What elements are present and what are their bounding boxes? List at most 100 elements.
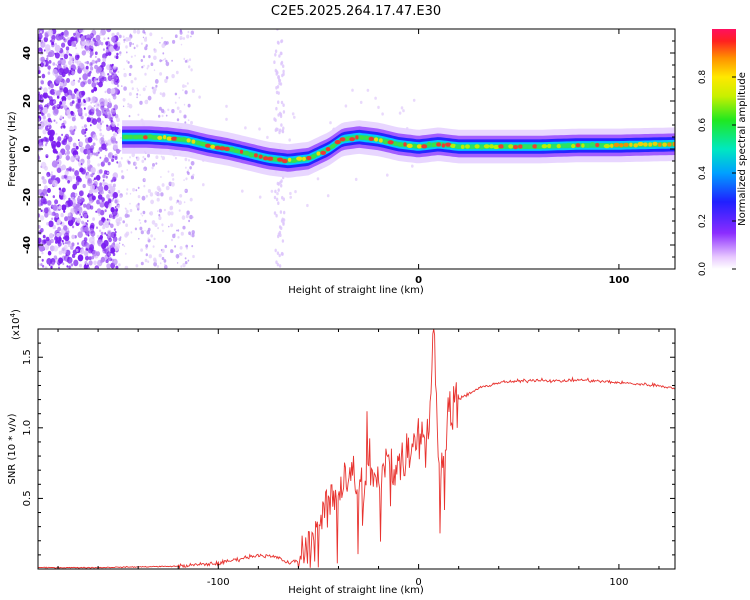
noise-speckle: [177, 236, 180, 239]
noise-speckle: [102, 134, 105, 138]
noise-speckle: [386, 173, 389, 177]
noise-speckle: [104, 245, 106, 248]
noise-speckle: [42, 234, 46, 239]
noise-speckle: [96, 208, 102, 214]
noise-speckle: [62, 262, 65, 266]
noise-speckle: [40, 202, 44, 206]
noise-speckle: [171, 74, 175, 79]
noise-speckle: [67, 94, 72, 101]
noise-speckle: [40, 41, 46, 48]
noise-speckle: [109, 46, 115, 53]
noise-speckle: [53, 119, 56, 122]
noise-speckle: [91, 96, 96, 103]
noise-speckle: [102, 174, 106, 179]
noise-speckle: [278, 253, 281, 258]
noise-speckle: [281, 73, 284, 78]
noise-speckle: [111, 158, 115, 163]
noise-speckle: [178, 96, 181, 99]
noise-speckle: [174, 245, 177, 248]
noise-speckle: [161, 36, 163, 40]
noise-speckle: [78, 195, 80, 198]
noise-speckle: [153, 91, 156, 95]
noise-speckle: [38, 230, 42, 235]
noise-speckle: [56, 219, 62, 225]
noise-speckle: [62, 197, 66, 201]
noise-speckle: [277, 188, 280, 192]
noise-speckle: [63, 225, 68, 231]
y-tick-label: 20: [22, 94, 33, 108]
noise-speckle: [165, 59, 168, 63]
noise-speckle: [400, 106, 404, 110]
noise-speckle: [136, 29, 141, 35]
noise-speckle: [63, 174, 67, 179]
ridge-peak: [469, 145, 475, 150]
ridge-peak: [445, 142, 452, 147]
ridge-peak: [355, 135, 359, 140]
ridge-peak: [662, 142, 667, 147]
ridge-peak: [460, 144, 465, 149]
noise-speckle: [190, 161, 195, 166]
ridge-peak: [210, 144, 216, 149]
noise-speckle: [56, 95, 60, 99]
noise-speckle: [97, 58, 101, 62]
noise-speckle: [48, 96, 53, 102]
y-tick-label: 40: [22, 46, 33, 60]
noise-speckle: [81, 128, 87, 135]
noise-speckle: [86, 155, 91, 160]
noise-speckle: [121, 170, 124, 173]
noise-speckle: [40, 106, 44, 111]
noise-speckle: [85, 97, 89, 102]
noise-speckle: [94, 51, 98, 55]
noise-speckle: [113, 228, 116, 231]
snr-frame: [37, 328, 676, 570]
x-tick-label: 100: [609, 577, 628, 588]
noise-speckle: [136, 93, 139, 96]
noise-speckle: [96, 78, 98, 81]
noise-speckle: [94, 265, 100, 269]
noise-speckle: [187, 259, 190, 262]
ridge-peak: [267, 156, 274, 161]
noise-speckle: [47, 126, 50, 129]
noise-speckle: [165, 61, 170, 67]
noise-speckle: [258, 195, 262, 199]
noise-speckle: [377, 105, 380, 109]
noise-speckle: [51, 34, 56, 41]
noise-speckle: [56, 167, 62, 174]
noise-speckle: [147, 95, 152, 101]
noise-speckle: [114, 156, 118, 160]
noise-speckle: [125, 231, 130, 236]
ridge-peak: [613, 142, 620, 147]
noise-speckle: [77, 254, 84, 262]
noise-speckle: [98, 213, 101, 217]
noise-speckle: [118, 200, 120, 203]
noise-speckle: [72, 61, 75, 64]
noise-speckle: [127, 61, 130, 64]
noise-speckle: [74, 114, 76, 118]
ridge-peak: [143, 135, 148, 140]
noise-speckle: [185, 166, 187, 169]
ridge-peak: [643, 142, 648, 147]
noise-speckle: [90, 167, 96, 174]
noise-speckle: [110, 188, 115, 194]
noise-speckle: [110, 137, 117, 145]
noise-speckle: [83, 148, 88, 155]
noise-speckle: [156, 265, 160, 268]
noise-speckle: [273, 195, 277, 200]
noise-speckle: [179, 110, 182, 114]
noise-speckle: [176, 229, 178, 232]
noise-speckle: [164, 264, 168, 269]
noise-speckle: [176, 118, 180, 122]
noise-speckle: [53, 245, 59, 252]
noise-speckle: [106, 171, 110, 175]
noise-speckle: [140, 230, 144, 235]
noise-speckle: [147, 153, 150, 158]
noise-speckle: [187, 171, 190, 176]
noise-speckle: [156, 197, 160, 202]
noise-speckle: [96, 199, 101, 205]
ridge-peak: [489, 144, 494, 149]
ridge-peak: [316, 151, 321, 156]
noise-speckle: [225, 117, 228, 121]
noise-speckle: [270, 189, 274, 193]
noise-speckle: [101, 120, 104, 124]
noise-speckle: [159, 262, 162, 265]
